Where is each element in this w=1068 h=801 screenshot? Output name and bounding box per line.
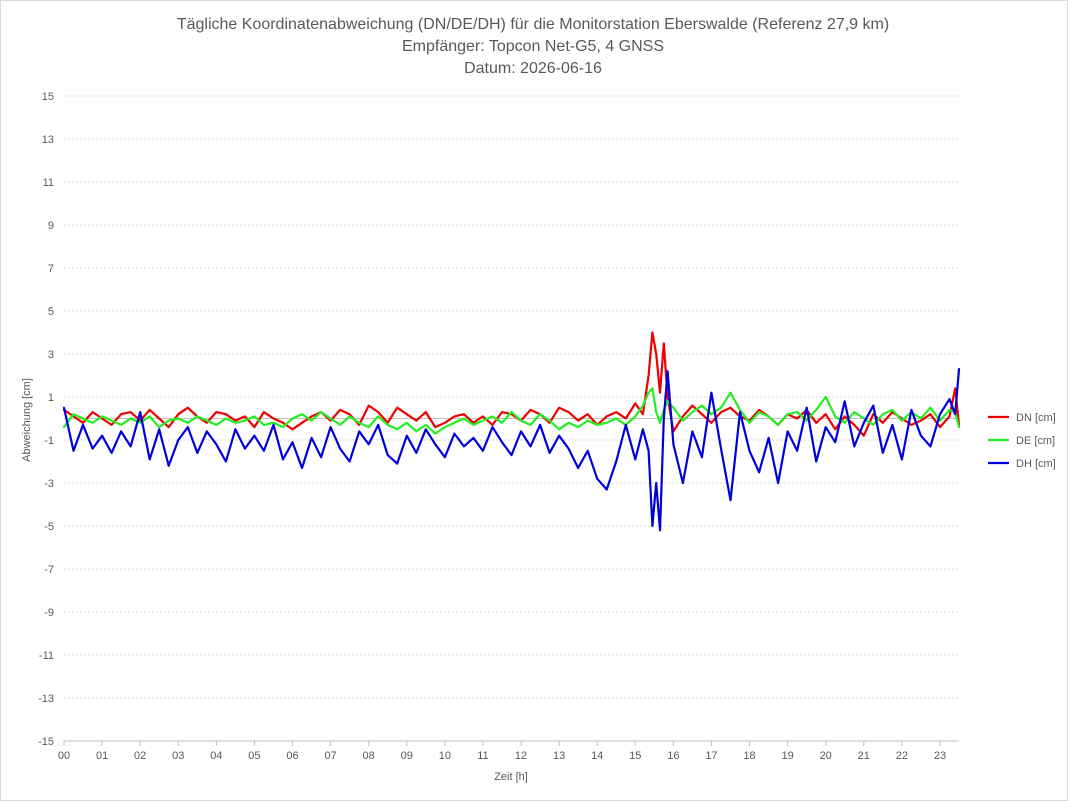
legend-label-dh: DH [cm] xyxy=(1016,458,1056,470)
y-tick-label: 1 xyxy=(48,392,54,404)
dh-series-line xyxy=(62,368,961,532)
y-tick-label: -3 xyxy=(44,478,54,490)
y-tick-label: -15 xyxy=(38,736,54,748)
x-tick-label: 00 xyxy=(58,750,70,762)
x-tick-label: 09 xyxy=(401,750,413,762)
x-tick-label: 14 xyxy=(591,750,603,762)
x-tick-label: 23 xyxy=(934,750,946,762)
y-tick-label: 3 xyxy=(48,349,54,361)
y-tick-label: 15 xyxy=(42,91,54,103)
axes xyxy=(63,418,959,746)
x-tick-label: 12 xyxy=(515,750,527,762)
y-tick-label: -1 xyxy=(44,435,54,447)
legend-label-de: DE [cm] xyxy=(1016,435,1055,447)
x-tick-label: 06 xyxy=(286,750,298,762)
x-tick-label: 02 xyxy=(134,750,146,762)
y-axis-title: Abweichung [cm] xyxy=(21,378,33,462)
data-series xyxy=(62,331,961,532)
x-tick-label: 16 xyxy=(667,750,679,762)
y-tick-label: -11 xyxy=(39,650,54,662)
y-tick-label: -9 xyxy=(44,607,54,619)
y-tick-label: 7 xyxy=(48,263,54,275)
x-axis-title: Zeit [h] xyxy=(494,771,528,783)
x-tick-label: 07 xyxy=(324,750,336,762)
chart-title-line-2: Empfänger: Topcon Net-G5, 4 GNSS xyxy=(402,38,664,55)
x-tick-label: 11 xyxy=(477,750,488,762)
x-tick-label: 10 xyxy=(439,750,451,762)
x-tick-label: 08 xyxy=(363,750,375,762)
legend-label-dn: DN [cm] xyxy=(1016,412,1056,424)
y-tick-label: 13 xyxy=(42,134,54,146)
chart-title: Tägliche Koordinatenabweichung (DN/DE/DH… xyxy=(177,16,889,77)
x-tick-label: 03 xyxy=(172,750,184,762)
y-tick-label: -13 xyxy=(38,693,54,705)
chart-title-line-1: Tägliche Koordinatenabweichung (DN/DE/DH… xyxy=(177,16,889,33)
x-axis-tick-labels: 00 01 02 03 04 05 06 07 08 09 10 11 12 13 14 15 16 17 18 19… xyxy=(58,750,946,762)
chart-title-line-3: Datum: 2026-06-16 xyxy=(464,60,602,77)
x-tick-label: 13 xyxy=(553,750,565,762)
x-tick-label: 01 xyxy=(96,750,108,762)
y-tick-label: -5 xyxy=(44,521,54,533)
x-tick-label: 20 xyxy=(820,750,832,762)
x-tick-label: 22 xyxy=(896,750,908,762)
y-tick-label: 9 xyxy=(48,220,54,232)
x-tick-label: 05 xyxy=(248,750,260,762)
x-tick-label: 19 xyxy=(781,750,793,762)
x-tick-label: 17 xyxy=(705,750,717,762)
y-axis-tick-labels: 15 13 11 9 7 5 3 1 -1 -3 -5 -7 -9 -11 -13 -15 xyxy=(38,91,54,748)
x-tick-label: 04 xyxy=(210,750,222,762)
y-tick-label: 5 xyxy=(48,306,54,318)
x-tick-label: 15 xyxy=(629,750,641,762)
dn-series-line xyxy=(62,331,961,437)
x-tick-label: 18 xyxy=(743,750,755,762)
x-tick-label: 21 xyxy=(858,750,870,762)
legend: DN [cm] DE [cm] DH [cm] xyxy=(988,412,1056,470)
y-tick-label: -7 xyxy=(44,564,54,576)
de-series-line xyxy=(62,387,961,435)
y-tick-label: 11 xyxy=(43,177,54,189)
